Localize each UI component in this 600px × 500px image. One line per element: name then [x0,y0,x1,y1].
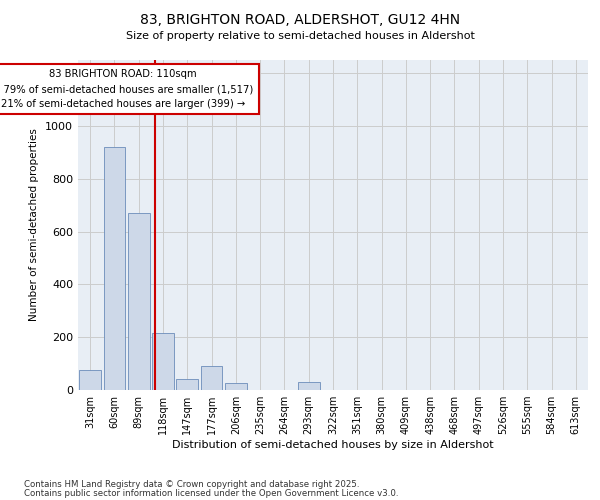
Text: 83 BRIGHTON ROAD: 110sqm
← 79% of semi-detached houses are smaller (1,517)
21% o: 83 BRIGHTON ROAD: 110sqm ← 79% of semi-d… [0,69,254,109]
Bar [225,384,247,390]
X-axis label: Distribution of semi-detached houses by size in Aldershot: Distribution of semi-detached houses by … [172,440,494,450]
Bar [176,380,198,390]
Text: Size of property relative to semi-detached houses in Aldershot: Size of property relative to semi-detach… [125,31,475,41]
Bar [104,147,125,390]
Bar [79,370,101,390]
Y-axis label: Number of semi-detached properties: Number of semi-detached properties [29,128,40,322]
Text: 83, BRIGHTON ROAD, ALDERSHOT, GU12 4HN: 83, BRIGHTON ROAD, ALDERSHOT, GU12 4HN [140,12,460,26]
Text: Contains public sector information licensed under the Open Government Licence v3: Contains public sector information licen… [24,489,398,498]
Text: Contains HM Land Registry data © Crown copyright and database right 2025.: Contains HM Land Registry data © Crown c… [24,480,359,489]
Bar [128,213,149,390]
Bar [298,382,320,390]
Bar [152,333,174,390]
Bar [200,366,223,390]
